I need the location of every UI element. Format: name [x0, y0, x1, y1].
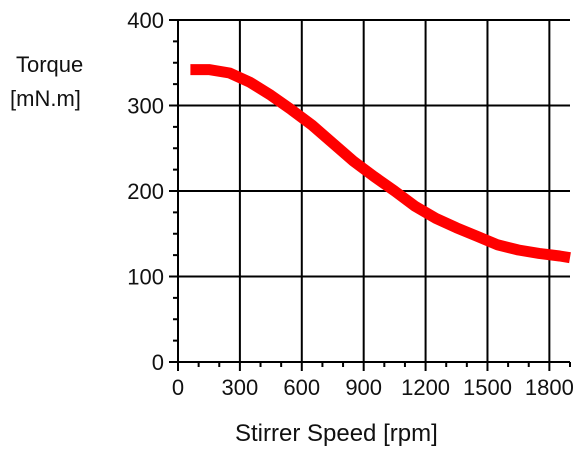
y-tick-label-200: 200 — [127, 179, 164, 204]
x-tick-label-900: 900 — [345, 375, 382, 400]
tick-labels: 0 100 200 300 400 0 300 600 900 1200 1500 1800 — [127, 8, 574, 400]
x-tick-label-300: 300 — [222, 375, 259, 400]
x-tick-label-0: 0 — [172, 375, 184, 400]
y-axis-label-line-2: [mN.m] — [10, 86, 81, 111]
axes — [169, 19, 571, 371]
y-tick-label-300: 300 — [127, 94, 164, 119]
y-tick-label-400: 400 — [127, 8, 164, 33]
y-tick-label-100: 100 — [127, 265, 164, 290]
x-tick-label-1200: 1200 — [401, 375, 450, 400]
series-line-0 — [190, 64, 571, 264]
grid — [178, 19, 570, 362]
x-axis-label: Stirrer Speed [rpm] — [235, 420, 438, 447]
x-tick-label-600: 600 — [283, 375, 320, 400]
x-tick-label-1500: 1500 — [463, 375, 512, 400]
y-tick-label-0: 0 — [152, 350, 164, 375]
y-axis-label-line-1: Torque — [16, 52, 84, 77]
series-group — [190, 64, 571, 264]
x-tick-label-1800: 1800 — [525, 375, 574, 400]
